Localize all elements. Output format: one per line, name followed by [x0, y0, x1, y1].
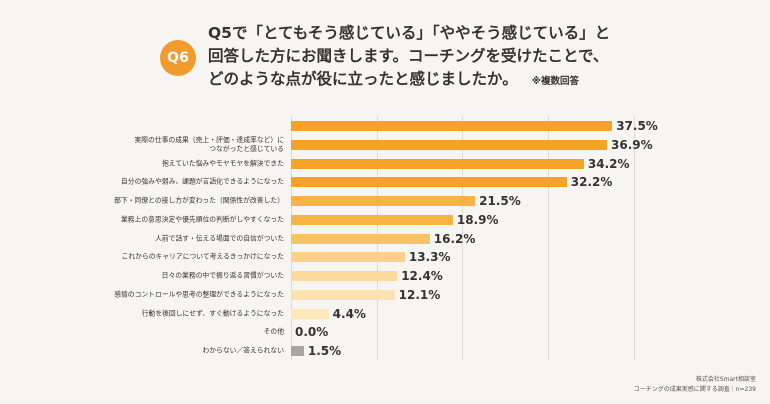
value-label: 34.2% [587, 156, 630, 171]
source-survey: コーチングの成果実感に関する調査｜n=239 [633, 386, 756, 393]
title-line: どのような点が役に立ったと感じましたか。 [208, 70, 518, 88]
category-label: 抱えていた悩みやモヤモヤを解決できた [161, 159, 284, 167]
value-label: 13.3% [408, 250, 451, 265]
value-label: 16.2% [433, 231, 476, 246]
value-label: 21.5% [479, 194, 521, 208]
grid-line [547, 116, 549, 360]
bar [291, 196, 476, 206]
value-label: 0.0% [295, 325, 329, 340]
category-label: 感情のコントロールや思考の整理ができるようになった [114, 290, 284, 299]
bar [291, 177, 567, 188]
category-label: これからのキャリアについて考えるきっかけになった [121, 252, 284, 261]
category-label: 人前で話す・伝える場面での自信がついた [155, 234, 284, 242]
title-line: どのような点が役に立ったと感じましたか。 ※複数回答 [208, 68, 610, 93]
bar [291, 308, 329, 319]
category-label: 行動を後回しにせず、すぐ動けるようになった [141, 309, 284, 317]
value-label: 1.5% [307, 344, 342, 358]
bar [291, 252, 405, 263]
category-label: その他 [263, 327, 284, 336]
value-label: 18.9% [456, 212, 499, 227]
value-label: 37.5% [616, 119, 658, 133]
note: ※複数回答 [531, 76, 579, 87]
bar [291, 121, 613, 131]
question-badge: Q6 [160, 40, 196, 76]
bar [291, 233, 430, 244]
value-label: 32.2% [570, 175, 613, 190]
chart-title: Q5で「とてもそう感じている」「ややそう感じている」と 回答した方にお聞きします… [208, 22, 610, 93]
title-line: Q5で「とてもそう感じている」「ややそう感じている」と [208, 24, 611, 42]
category-label: 自分の強みや弱み、課題が言語化できるようになった [121, 177, 284, 186]
bar [291, 214, 453, 225]
bar [291, 271, 398, 281]
value-label: 36.9% [611, 137, 653, 152]
bar [291, 139, 608, 150]
bar [291, 346, 304, 356]
value-label: 12.1% [398, 287, 441, 302]
bar [291, 289, 395, 300]
category-label: 業務上の意思決定や優先順位の判断がしやすくなった [120, 215, 284, 224]
category-label: わからない／答えられない [202, 346, 284, 355]
grid-line [462, 116, 464, 360]
category-label: 部下・同僚との接し方が変わった（関係性が改善した） [114, 196, 284, 205]
value-label: 4.4% [332, 306, 366, 321]
title-line: 回答した方にお聞きします。コーチングを受けたことで、 [208, 47, 609, 65]
bar [291, 158, 584, 169]
source-company: 株式会社Smart相談室 [695, 376, 756, 383]
grid-line [633, 116, 635, 360]
category-label: 日々の業務の中で振り返る習慣がついた [161, 271, 284, 280]
category-label: 実際の仕事の成果（売上・評価・達成率など）に つながったと感じている [134, 135, 284, 153]
value-label: 12.4% [401, 269, 443, 283]
